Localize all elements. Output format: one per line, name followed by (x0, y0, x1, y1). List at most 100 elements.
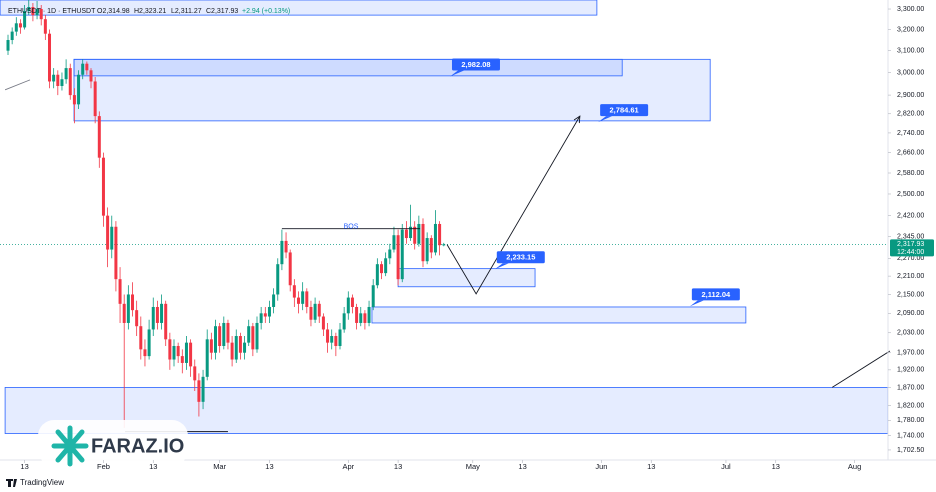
candle-body (85, 63, 89, 71)
callout-tail (689, 300, 704, 307)
candle-body (355, 306, 359, 323)
candle-body (93, 81, 97, 117)
candle-body (429, 238, 433, 253)
y-tick-label: 1,780.00 (897, 417, 924, 424)
candle-body (118, 279, 122, 304)
candle-body (143, 349, 147, 357)
candle-body (425, 238, 429, 262)
y-tick-label: 2,900.00 (897, 92, 924, 99)
y-tick-label: 1,740.00 (897, 432, 924, 439)
candle-body (442, 244, 446, 246)
x-tick-label: Apr (342, 462, 354, 471)
candle-body (267, 306, 271, 317)
candle-body (413, 226, 417, 244)
candle-body (222, 322, 226, 346)
candle-body (6, 40, 10, 51)
price-badge-label: 2,317.93 (897, 241, 924, 248)
candle-body (234, 336, 238, 360)
watermark-icon (51, 425, 89, 467)
candle-body (350, 297, 354, 307)
x-tick-label: 13 (772, 462, 780, 471)
candle-body (151, 306, 155, 330)
x-tick-label: 13 (394, 462, 402, 471)
candle-body (48, 33, 52, 82)
candle-body (243, 342, 247, 353)
candle-body (180, 356, 184, 363)
x-tick-label: Mar (213, 462, 226, 471)
y-tick-label: 2,740.00 (897, 130, 924, 137)
candle-body (305, 291, 309, 307)
watermark: FARAZ.IO (38, 420, 188, 467)
candle-body (309, 306, 313, 320)
chart-title: ETHUSDT · 1D · ETHUSDT (8, 8, 96, 15)
candle-body (238, 336, 242, 353)
candle-body (438, 223, 442, 246)
candle-body (176, 345, 180, 357)
trend-line (446, 115, 581, 295)
candle-body (342, 313, 346, 330)
candle-body (39, 9, 43, 20)
candle-body (10, 31, 14, 41)
callout-tail (598, 116, 613, 123)
header-value: +2.94 (+0.13%) (242, 8, 290, 15)
y-tick-label: 2,030.00 (897, 330, 924, 337)
candle-body (155, 306, 159, 323)
y-tick-label: 2,820.00 (897, 111, 924, 118)
x-tick-label: Aug (848, 462, 861, 471)
candle-body (214, 326, 218, 353)
x-tick-label: Feb (97, 462, 110, 471)
candle-body (110, 226, 114, 250)
y-tick-label: 2,500.00 (897, 191, 924, 198)
candle-body (60, 79, 64, 86)
y-tick-label: 2,420.00 (897, 212, 924, 219)
candle-body (193, 366, 197, 381)
y-tick-label: 2,660.00 (897, 150, 924, 157)
y-tick-label: 1,820.00 (897, 402, 924, 409)
candle-body (301, 291, 305, 304)
candle-body (317, 303, 321, 317)
candle-body (263, 313, 267, 317)
callout-box (600, 104, 649, 117)
candle-body (43, 19, 47, 34)
y-tick-label: 3,300.00 (897, 6, 924, 13)
candle-body (77, 74, 81, 105)
candle-body (31, 7, 35, 16)
candle-body (160, 303, 164, 323)
candle-body (172, 345, 176, 360)
candle-body (334, 336, 338, 346)
zone (0, 0, 598, 16)
candle-body (321, 316, 325, 330)
candle-body (284, 240, 288, 253)
x-tick-label: 13 (20, 462, 28, 471)
footer-logo (6, 479, 17, 487)
candle-body (292, 285, 296, 298)
y-tick-label: 1,970.00 (897, 350, 924, 357)
y-tick-label: 2,090.00 (897, 310, 924, 317)
candle-body (23, 11, 27, 28)
candle-body (64, 68, 68, 80)
candle-body (68, 68, 72, 96)
candle-body (404, 229, 408, 239)
candle-body (27, 7, 31, 12)
candle-body (72, 95, 76, 105)
candle-body (197, 380, 201, 402)
candle-body (371, 285, 375, 307)
y-tick-label: 3,000.00 (897, 69, 924, 76)
candle-body (106, 215, 110, 250)
callout-label: 2,784.61 (610, 106, 639, 115)
candle-body (205, 339, 209, 377)
candle-body (276, 264, 280, 295)
zone (371, 306, 747, 324)
candle-body (251, 326, 255, 350)
candle-body (400, 229, 404, 280)
candle-body (201, 376, 205, 402)
callout-label: 2,112.04 (701, 290, 731, 299)
countdown: 12:44:00 (897, 249, 924, 256)
y-tick-label: 1,870.00 (897, 384, 924, 391)
candle-body (421, 223, 425, 262)
candle-body (359, 313, 363, 323)
candle-body (297, 297, 301, 304)
header-value: C2,317.93 (206, 8, 238, 15)
